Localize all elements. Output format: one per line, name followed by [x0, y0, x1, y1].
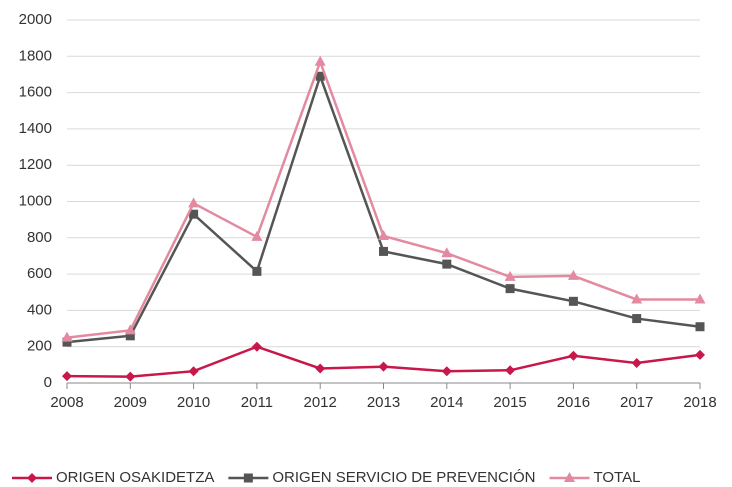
data-point [568, 350, 579, 361]
data-point [505, 284, 515, 294]
data-point [189, 209, 199, 219]
data-point [442, 259, 452, 269]
data-point [62, 371, 72, 382]
data-point [441, 366, 452, 377]
y-tick-label: 400 [27, 301, 52, 318]
y-tick-label: 1200 [19, 156, 52, 173]
x-tick-label: 2013 [367, 394, 400, 411]
x-tick-label: 2011 [241, 394, 273, 411]
data-point [378, 229, 389, 240]
data-point [188, 197, 200, 208]
y-tick-label: 1000 [19, 192, 52, 209]
data-point [315, 363, 326, 374]
series-line [66, 58, 700, 339]
y-tick-label: 1800 [19, 47, 52, 64]
x-tick-label: 2018 [683, 394, 716, 411]
series-line [66, 72, 701, 344]
y-tick-label: 2000 [19, 11, 52, 28]
data-point [441, 247, 453, 258]
legend-label: TOTAL [593, 469, 640, 486]
legend-label: ORIGEN SERVICIO DE PREVENCIÓN [272, 469, 535, 486]
data-point [315, 71, 325, 81]
data-point [61, 331, 73, 342]
data-point [251, 230, 263, 241]
y-tick-label: 0 [44, 374, 52, 391]
data-point [251, 341, 262, 352]
legend-marker [243, 473, 253, 483]
x-tick-label: 2017 [620, 394, 653, 411]
legend-label: ORIGEN OSAKIDETZA [56, 469, 214, 486]
data-point [314, 55, 326, 66]
x-tick-label: 2015 [493, 394, 526, 411]
data-point [694, 293, 706, 304]
data-point [631, 358, 642, 369]
x-tick-label: 2009 [114, 394, 147, 411]
data-point [379, 246, 388, 256]
x-tick-label: 2008 [50, 394, 83, 411]
data-point [567, 269, 579, 280]
y-tick-label: 600 [27, 265, 52, 282]
data-point [632, 314, 642, 324]
data-point [695, 349, 705, 360]
data-point [252, 266, 262, 276]
x-tick-label: 2016 [557, 394, 590, 411]
x-tick-label: 2012 [304, 394, 337, 411]
data-point [124, 324, 136, 335]
data-point [188, 366, 199, 377]
data-point [504, 270, 516, 281]
legend-marker [563, 472, 575, 482]
x-tick-label: 2010 [177, 394, 210, 411]
data-point [631, 293, 643, 304]
x-tick-label: 2014 [430, 394, 463, 411]
legend-marker [27, 473, 37, 483]
data-point [378, 361, 389, 372]
data-point [125, 371, 136, 382]
data-point [505, 365, 516, 376]
data-point [695, 322, 705, 332]
y-tick-label: 1400 [19, 120, 52, 137]
y-tick-label: 1600 [19, 84, 52, 101]
data-point [568, 296, 578, 306]
y-tick-label: 800 [27, 229, 52, 246]
y-tick-label: 200 [27, 338, 52, 355]
